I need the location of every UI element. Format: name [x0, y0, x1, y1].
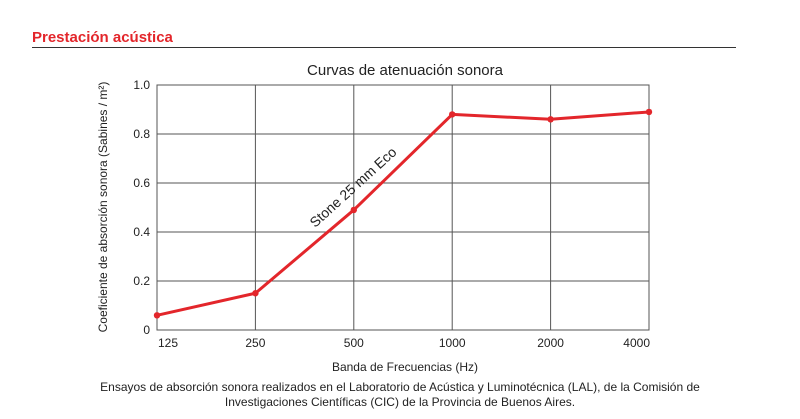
section-divider — [32, 47, 736, 48]
section-title: Prestación acústica — [32, 29, 173, 46]
y-axis-ticks: 0 0.2 0.4 0.6 0.8 1.0 — [133, 78, 150, 337]
plot-frame — [156, 84, 650, 331]
y-tick-label: 0 — [143, 323, 150, 337]
x-tick-label: 250 — [245, 336, 265, 350]
x-tick-label: 4000 — [623, 336, 650, 350]
y-tick-label: 0.2 — [133, 274, 150, 288]
data-point — [645, 108, 653, 116]
x-axis-label: Banda de Frecuencias (Hz) — [332, 360, 478, 374]
caption-line-2: Investigaciones Científicas (CIC) de la … — [224, 395, 576, 409]
chart-title: Curvas de atenuación sonora — [307, 62, 504, 79]
x-tick-label: 500 — [344, 336, 364, 350]
caption-line-1: Ensayos de absorción sonora realizados e… — [100, 380, 700, 394]
series-layer: Stone 25 mm Eco — [153, 108, 653, 319]
data-point — [350, 206, 357, 214]
y-tick-label: 0.4 — [133, 225, 150, 239]
x-tick-label: 1000 — [439, 336, 466, 350]
data-point — [252, 290, 259, 297]
chart-grid — [157, 85, 649, 330]
y-axis-label: Coeficiente de absorción sonora (Sabines… — [96, 82, 110, 333]
caption: Ensayos de absorción sonora realizados e… — [100, 380, 700, 410]
y-tick-label: 0.8 — [133, 127, 150, 141]
x-tick-label: 2000 — [537, 336, 564, 350]
data-point — [449, 111, 456, 118]
series-line — [155, 110, 651, 317]
x-tick-label: 125 — [158, 336, 178, 350]
x-axis-ticks: 125 250 500 1000 2000 4000 — [158, 336, 650, 350]
y-tick-label: 1.0 — [133, 78, 150, 92]
y-tick-label: 0.6 — [133, 176, 150, 190]
series-label: Stone 25 mm Eco — [306, 144, 399, 231]
data-point — [153, 312, 161, 319]
data-point — [547, 116, 554, 123]
